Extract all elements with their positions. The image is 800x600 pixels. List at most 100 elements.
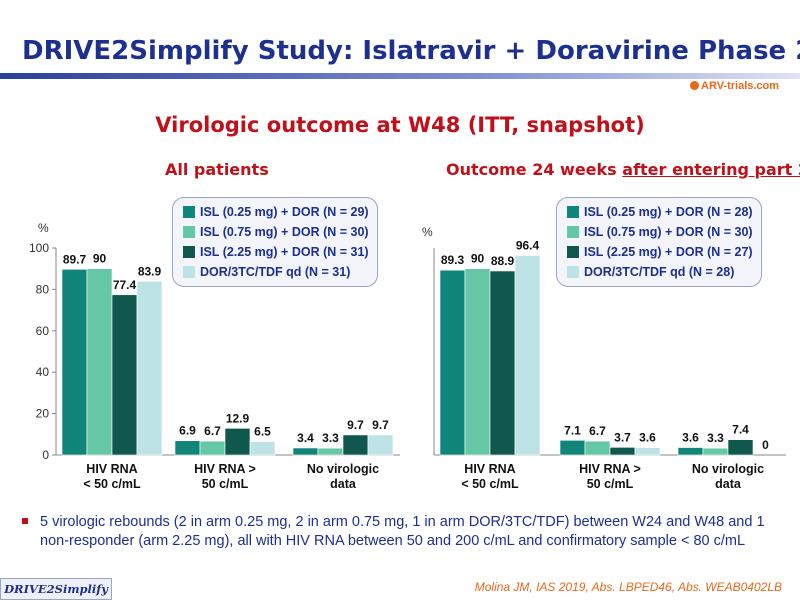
x-category-label: HIV RNA > [579,462,641,476]
bar [559,440,586,456]
reference: Molina JM, IAS 2019, Abs. LBPED46, Abs. … [474,580,782,594]
bar-value-label: 6.5 [254,425,271,439]
logo-dot-icon [690,81,699,90]
bar [249,441,276,456]
legend-label: ISL (0.75 mg) + DOR (N = 30) [200,225,369,239]
bar-value-label: 96.4 [516,238,540,252]
bar [174,440,201,456]
bar-value-label: 3.6 [639,431,656,445]
bar-value-label: 77.4 [113,278,137,292]
legend-swatch [183,206,195,218]
legend-label: ISL (0.75 mg) + DOR (N = 30) [584,225,753,239]
bar-value-label: 6.9 [179,424,196,438]
bar [367,434,394,456]
bar [609,447,636,456]
bar-value-label: 3.7 [614,430,631,444]
legend-swatch [183,246,195,258]
legend-swatch [183,266,195,278]
right-bar-chart: % 89.3 90 88.996.4 HIV RNA< 50 c/mL 7.1 6.7 3.7… [422,225,786,491]
x-category-label: data [715,477,742,491]
legend-item: ISL (0.25 mg) + DOR (N = 28) [567,202,753,222]
x-category-label: < 50 c/mL [83,477,141,491]
legend-label: DOR/3TC/TDF qd (N = 28) [584,265,735,279]
x-category-label: data [330,477,357,491]
x-category-label: HIV RNA > [194,462,256,476]
bar [136,281,163,456]
bullet-marker [22,518,28,524]
bar [702,447,729,456]
bar-value-label: 90 [93,252,107,266]
bar-value-label: 3.4 [297,431,314,445]
legend-item: ISL (0.25 mg) + DOR (N = 29) [183,202,369,222]
left-panel-title: All patients [165,160,269,179]
legend-swatch [567,226,579,238]
legend-item: DOR/3TC/TDF qd (N = 31) [183,262,369,282]
study-tag: DRIVE2Simplify [0,578,112,600]
bar [439,269,466,456]
bar [61,269,88,456]
legend-swatch [567,206,579,218]
legend-item: ISL (0.75 mg) + DOR (N = 30) [183,222,369,242]
bar-value-label: 89.3 [441,253,465,267]
bar [292,447,319,456]
bar [634,447,661,456]
slide-title: DRIVE2Simplify Study: Islatravir + Dorav… [22,36,800,66]
bar [677,447,704,456]
bar-value-label: 3.3 [322,431,339,445]
bar [727,439,754,456]
legend-label: DOR/3TC/TDF qd (N = 31) [200,265,351,279]
bar-value-label: 9.7 [347,418,364,432]
bar [317,447,344,456]
x-category-label: HIV RNA [86,462,137,476]
legend-item: ISL (2.25 mg) + DOR (N = 31) [183,242,369,262]
title-rule [0,73,800,79]
legend-label: ISL (2.25 mg) + DOR (N = 31) [200,245,369,259]
slide-subtitle: Virologic outcome at W48 (ITT, snapshot) [155,113,645,137]
bar-value-label: 6.7 [589,424,606,438]
right-panel-title-main: Outcome 24 weeks [446,160,623,179]
left-legend: ISL (0.25 mg) + DOR (N = 29) ISL (0.75 m… [172,197,378,287]
bar [489,270,516,456]
bullet-text: 5 virologic rebounds (2 in arm 0.25 mg, … [40,514,765,549]
legend-label: ISL (0.25 mg) + DOR (N = 28) [584,205,753,219]
bar-value-label: 9.7 [372,418,389,432]
right-panel-title: Outcome 24 weeks after entering part 2 [446,160,800,179]
y-tick-label: 40 [36,365,50,379]
bar [514,255,541,456]
right-panel-title-underlined: after entering part 2 [622,160,800,179]
logo-text: ARV-trials.com [701,80,780,92]
x-category-label: No virologic [692,462,764,476]
y-tick-label: 100 [29,241,49,255]
bar-value-label: 6.7 [204,424,221,438]
left-bar-chart: % 100 80 60 40 20 0 89.7 90 77.483.9 HIV RNA< 50 c… [29,221,400,491]
bar [584,440,611,456]
x-category-label: 50 c/mL [202,477,249,491]
x-category-label: 50 c/mL [587,477,634,491]
bar [111,294,138,456]
x-category-label: < 50 c/mL [461,477,519,491]
bar-value-label: 7.1 [564,423,581,437]
bar-value-label: 89.7 [63,252,87,266]
legend-swatch [183,226,195,238]
bar-value-label: 0 [762,438,769,452]
legend-swatch [567,246,579,258]
legend-label: ISL (0.25 mg) + DOR (N = 29) [200,205,369,219]
bar-value-label: 12.9 [226,411,250,425]
legend-swatch [567,266,579,278]
right-legend: ISL (0.25 mg) + DOR (N = 28) ISL (0.75 m… [556,197,762,287]
y-tick-label: 60 [36,324,50,338]
x-category-label: HIV RNA [464,462,515,476]
y-axis-unit-label: % [422,225,433,239]
y-tick-label: 80 [36,282,50,296]
bar-value-label: 90 [471,252,485,266]
bar [224,427,251,456]
legend-item: ISL (2.25 mg) + DOR (N = 27) [567,242,753,262]
bar-value-label: 88.9 [491,254,515,268]
footnote-bullet: 5 virologic rebounds (2 in arm 0.25 mg, … [22,513,770,551]
legend-label: ISL (2.25 mg) + DOR (N = 27) [584,245,753,259]
bar-value-label: 7.4 [732,423,749,437]
bar-value-label: 83.9 [138,264,162,278]
bar-value-label: 3.3 [707,431,724,445]
bar [342,434,369,456]
arv-trials-logo: ARV-trials.com [690,80,779,92]
